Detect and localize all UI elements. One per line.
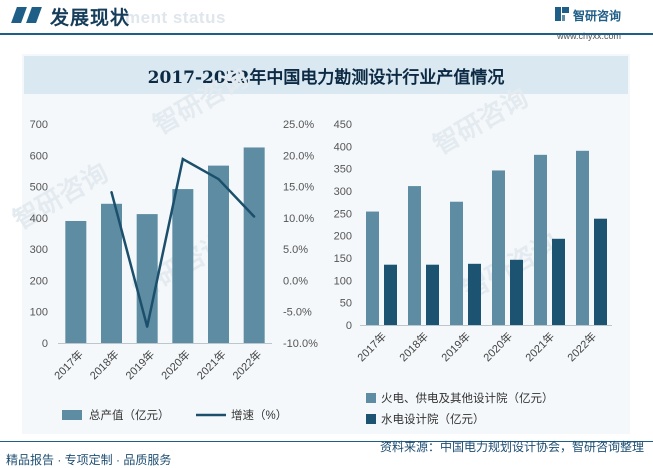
right-chart-tick-label: 300 (334, 186, 352, 198)
watermark-text: 智研咨询 (148, 62, 253, 140)
hydropower-bar (468, 263, 481, 325)
left-category-label: 2021年 (194, 347, 229, 382)
left-category-label: 2020年 (158, 347, 193, 382)
left-category-label: 2017年 (51, 347, 86, 382)
total-output-bar (65, 220, 87, 343)
right-axis-tick-label: 10.0% (283, 213, 314, 225)
hydropower-bar (552, 238, 565, 325)
right-axis-tick-label: -5.0% (283, 307, 312, 319)
right-chart-tick-label: 350 (334, 164, 352, 176)
left-axis-tick-label: 100 (30, 307, 48, 319)
chart-title-box: 2017-2022年中国电力勘测设计行业产值情况 (24, 56, 628, 94)
left-axis-tick-label: 600 (30, 150, 48, 162)
chart-panel (22, 54, 630, 434)
watermark-text: 智研咨询 (428, 82, 533, 160)
right-category-label: 2022年 (564, 329, 599, 364)
right-chart-tick-label: 200 (334, 231, 352, 243)
total-output-bar (208, 165, 229, 343)
hydropower-bar (510, 259, 523, 325)
left-category-label: 2022年 (229, 347, 264, 382)
right-category-label: 2021年 (522, 329, 557, 364)
left-axis-tick-label: 400 (30, 213, 48, 225)
legend-swatch-total (62, 410, 82, 420)
legend-label-total: 总产值（亿元） (89, 408, 170, 422)
left-axis-tick-label: 500 (30, 182, 48, 194)
watermark-text: 智研咨询 (8, 157, 113, 235)
legend-swatch-hydro (366, 414, 376, 424)
source-note: 资料来源：中国电力规划设计协会，智研咨询整理 (379, 440, 644, 454)
chart-title: 2017-2022年中国电力勘测设计行业产值情况 (147, 68, 505, 88)
header-ghost-text: ment status (125, 8, 226, 27)
brand-name: 智研咨询 (573, 9, 622, 23)
right-category-label: 2018年 (396, 329, 431, 364)
right-chart-tick-label: 50 (340, 298, 352, 310)
growth-rate-point (110, 191, 113, 194)
total-output-bar (243, 147, 265, 343)
hydropower-bar (594, 218, 607, 325)
left-chart: 0 100 200 300 400 500 600 700 -10.0% -5.0% 0.0% 5.0… (30, 119, 318, 422)
left-category-label: 2018年 (87, 347, 122, 382)
legend-label-hydro: 水电设计院（亿元） (381, 412, 485, 426)
right-chart-tick-label: 0 (346, 320, 352, 332)
page-title: 发展现状 (50, 8, 131, 29)
right-axis-tick-label: 15.0% (283, 182, 314, 194)
right-category-label: 2019年 (438, 329, 473, 364)
growth-rate-point (252, 215, 256, 218)
left-axis-tick-label: 0 (42, 338, 48, 350)
right-category-label: 2017年 (354, 329, 389, 364)
right-chart: 0 50 100 150 200 250 300 350 400 450 2017年 2018年 201… (334, 119, 612, 426)
total-output-bar (101, 203, 122, 343)
thermal-power-bar (366, 211, 379, 325)
thermal-power-bar (408, 186, 421, 325)
legend-label-growth: 增速（%） (231, 408, 287, 422)
left-axis-tick-label: 700 (30, 119, 48, 131)
right-axis-tick-label: 0.0% (283, 275, 308, 287)
header-divider (0, 33, 653, 35)
legend-swatch-thermal (366, 393, 376, 403)
growth-rate-point (217, 177, 220, 181)
growth-rate-point (181, 157, 185, 161)
growth-rate-point (145, 325, 149, 328)
right-axis-tick-label: -10.0% (283, 338, 318, 350)
thermal-power-bar (450, 201, 463, 325)
thermal-power-bar (492, 170, 505, 325)
left-category-label: 2019年 (122, 347, 157, 382)
left-axis-tick-label: 200 (30, 275, 48, 287)
total-output-bar (172, 189, 194, 343)
thermal-power-bar (534, 154, 547, 325)
right-chart-tick-label: 100 (334, 275, 352, 287)
left-axis-tick-label: 300 (30, 244, 48, 256)
legend-label-thermal: 火电、供电及其他设计院（亿元） (381, 391, 554, 405)
right-chart-tick-label: 150 (334, 253, 352, 265)
right-axis-tick-label: 5.0% (283, 244, 308, 256)
footer-divider (0, 441, 653, 442)
thermal-power-bar (576, 150, 589, 325)
right-chart-tick-label: 450 (334, 119, 352, 131)
footer-tagline: 精品报告 · 专项定制 · 品质服务 (6, 453, 172, 467)
hydropower-bar (426, 264, 439, 325)
right-axis-tick-label: 20.0% (283, 150, 314, 162)
right-axis-tick-label: 25.0% (283, 119, 314, 131)
brand-logo-icon (555, 7, 569, 21)
right-chart-tick-label: 250 (334, 208, 352, 220)
hydropower-bar (384, 264, 397, 325)
right-chart-tick-label: 400 (334, 141, 352, 153)
brand-url[interactable]: www.chyxx.com (557, 31, 622, 41)
header-bar (0, 0, 653, 30)
right-category-label: 2020年 (480, 329, 515, 364)
